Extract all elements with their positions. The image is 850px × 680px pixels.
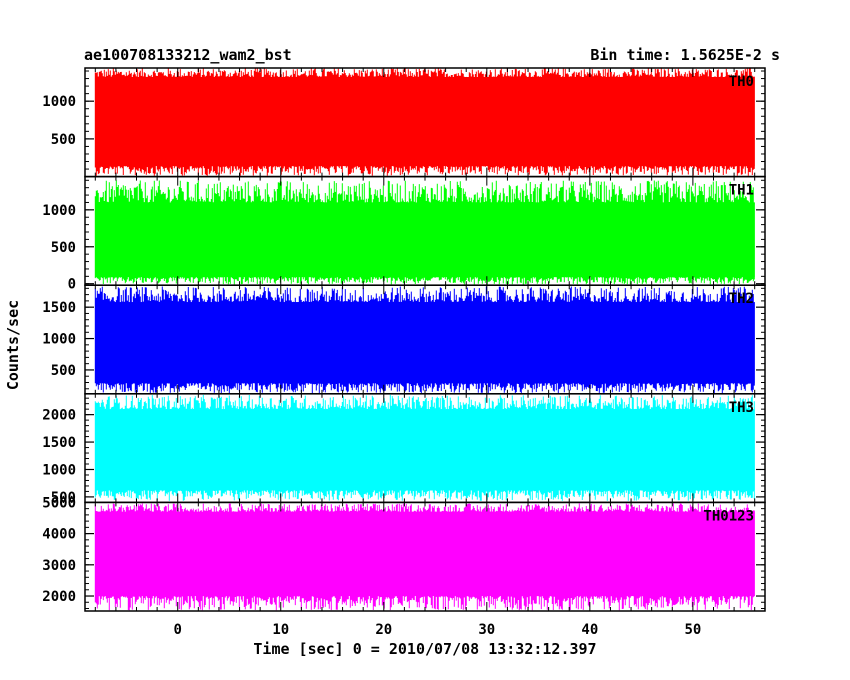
panel-label-th2: TH2 [729, 291, 754, 307]
panels-group: TH05001000TH105001000TH250010001500TH350… [42, 67, 766, 638]
y-tick-label: 1500 [42, 300, 76, 316]
x-tick-label: 10 [272, 622, 289, 638]
x-tick-label: 20 [375, 622, 392, 638]
y-tick-label: 0 [68, 277, 76, 293]
series-line-th3 [94, 394, 755, 501]
y-tick-label: 500 [51, 363, 76, 379]
y-tick-label: 1000 [42, 203, 76, 219]
series-th0 [94, 68, 755, 176]
y-tick-label: 2000 [42, 589, 76, 605]
y-tick-label: 2000 [42, 408, 76, 424]
y-tick-label: 500 [51, 240, 76, 256]
panel-label-th0: TH0 [729, 74, 754, 90]
series-line-th0123 [94, 503, 755, 611]
y-tick-label: 1500 [42, 435, 76, 451]
y-tick-label: 500 [51, 132, 76, 148]
chart-title: ae100708133212_wam2_bst [84, 46, 292, 64]
series-th0123 [94, 503, 755, 611]
series-line-th0 [94, 68, 755, 176]
y-tick-label: 4000 [42, 527, 76, 543]
series-line-th2 [94, 286, 755, 394]
x-tick-label: 50 [684, 622, 701, 638]
x-axis-label: Time [sec] 0 = 2010/07/08 13:32:12.397 [253, 640, 596, 658]
series-th3 [94, 394, 755, 501]
panel-label-th1: TH1 [729, 183, 754, 199]
y-tick-label: 3000 [42, 558, 76, 574]
bin-time-label: Bin time: 1.5625E-2 s [590, 46, 780, 64]
y-tick-label: 1000 [42, 332, 76, 348]
x-tick-label: 40 [581, 622, 598, 638]
y-tick-label: 1000 [42, 94, 76, 110]
panel-label-th3: TH3 [729, 400, 754, 416]
series-th1 [94, 180, 755, 285]
y-tick-label: 5000 [42, 495, 76, 511]
x-tick-label: 0 [174, 622, 182, 638]
panel-label-th0123: TH0123 [703, 508, 754, 524]
series-th2 [94, 286, 755, 394]
y-tick-label: 500 [51, 490, 76, 506]
x-tick-label: 30 [478, 622, 495, 638]
y-axis-label: Counts/sec [4, 300, 22, 390]
series-line-th1 [94, 180, 755, 285]
y-tick-label: 1000 [42, 462, 76, 478]
